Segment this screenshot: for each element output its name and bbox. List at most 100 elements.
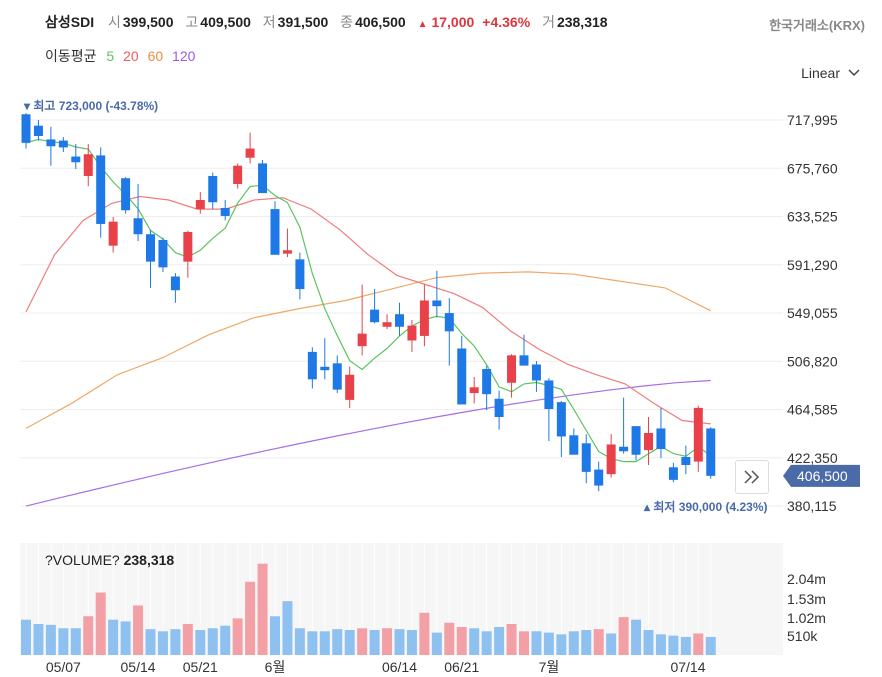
candle-up (357, 333, 367, 347)
close-label: 종 (340, 14, 354, 30)
volume-bar (481, 631, 492, 655)
candle-down (619, 446, 629, 452)
volume-bar (270, 616, 280, 655)
candle-down (220, 207, 230, 216)
candle-down (58, 140, 68, 148)
max-price-annotation: ▾ 최고 723,000 (-43.78%) (23, 98, 158, 113)
volume-bar (456, 627, 467, 655)
ma-period-60: 60 (147, 48, 164, 64)
candle-up (382, 322, 392, 327)
candle-down (208, 175, 218, 203)
volume-bar (307, 631, 318, 655)
candle-down (581, 443, 591, 472)
volume-tick-label: 1.53m (787, 591, 826, 607)
volume-bar (705, 636, 716, 655)
volume-bar (282, 601, 293, 655)
ma-period-5: 5 (106, 48, 115, 64)
x-tick-label: 06/21 (444, 659, 479, 675)
volume-bar (95, 592, 106, 655)
candle-down (444, 313, 454, 332)
price-tick-label: 549,055 (787, 305, 838, 321)
stock-name: 삼성SDI (45, 14, 95, 30)
ma20-line (25, 195, 711, 425)
volume-bar (543, 632, 554, 655)
candle-up (419, 300, 429, 336)
scale-label: Linear (801, 65, 840, 81)
low-value: 391,500 (277, 14, 329, 30)
candle-down (457, 348, 467, 405)
candle-down (170, 276, 180, 291)
volume-tick-label: 1.02m (787, 610, 826, 626)
volume-bar (157, 631, 168, 655)
x-tick-label: 05/14 (121, 659, 156, 675)
candle-up (245, 148, 255, 158)
candle-down (531, 364, 541, 381)
volume-bar (494, 627, 505, 655)
x-tick-label: 6월 (265, 659, 286, 675)
volume-bar (170, 629, 181, 655)
scroll-to-latest-button[interactable] (735, 460, 769, 494)
volume-title-value: 238,318 (124, 552, 175, 568)
x-tick-label: 7월 (539, 659, 560, 675)
candle-down (569, 435, 579, 455)
price-tick-label: 506,820 (787, 353, 838, 369)
volume-bar (207, 628, 218, 655)
candle-up (606, 444, 616, 475)
volume-bar (593, 629, 604, 655)
x-tick-label: 05/21 (183, 659, 218, 675)
volume-bar (431, 632, 442, 655)
moving-average-legend[interactable]: 이동평균 5 20 60 120 (45, 46, 200, 66)
open-label: 시 (108, 14, 121, 30)
volume-bar (257, 563, 268, 655)
double-chevron-right-icon (744, 470, 760, 484)
volume-bar (120, 621, 131, 655)
x-tick-label: 06/14 (382, 659, 417, 675)
volume-bar (220, 625, 231, 655)
volume-bar (232, 618, 243, 655)
candle-down (706, 428, 716, 476)
last-price-label: 406,500 (797, 468, 848, 484)
volume-bar (568, 631, 579, 655)
ma-period-20: 20 (123, 48, 139, 64)
candle-up (195, 199, 205, 210)
volume-bar (245, 581, 256, 655)
volume-bar (145, 629, 156, 655)
price-tick-label: 380,115 (787, 498, 837, 514)
scale-dropdown[interactable]: Linear (801, 65, 860, 81)
candle-down (370, 309, 380, 323)
volume-bar (680, 636, 691, 655)
candle-up (469, 387, 479, 394)
volume-bar (444, 622, 455, 655)
candle-up (108, 221, 118, 246)
ma-legend-title: 이동평균 (45, 48, 97, 64)
volume-bar (643, 630, 654, 655)
volume-bar (108, 619, 119, 655)
price-tick-label: 717,995 (787, 112, 838, 128)
volume-bar (58, 628, 69, 655)
volume-bar (83, 616, 94, 655)
candle-down (96, 155, 106, 224)
candle-down (482, 369, 492, 395)
volume-bar (506, 623, 517, 655)
candle-down (158, 239, 168, 268)
volume-tick-label: 2.04m (787, 571, 826, 587)
candle-up (644, 433, 653, 451)
candle-up (183, 231, 193, 262)
candle-down (307, 351, 317, 380)
candle-down (270, 209, 280, 255)
x-tick-label: 07/14 (670, 659, 705, 675)
candle-down (46, 139, 56, 147)
volume-bar (182, 623, 193, 655)
change-value: 17,000 (431, 14, 475, 30)
low-label: 저 (262, 14, 276, 30)
candle-down (33, 125, 43, 136)
candle-down (258, 163, 268, 194)
change-percent: +4.36% (482, 14, 531, 30)
last-price-tag (783, 464, 860, 487)
volume-bar (419, 612, 430, 655)
volume-tick-label: 510k (787, 628, 818, 644)
volume-bar (133, 605, 144, 655)
volume-value: 238,318 (556, 14, 608, 30)
volume-bar (668, 635, 679, 655)
